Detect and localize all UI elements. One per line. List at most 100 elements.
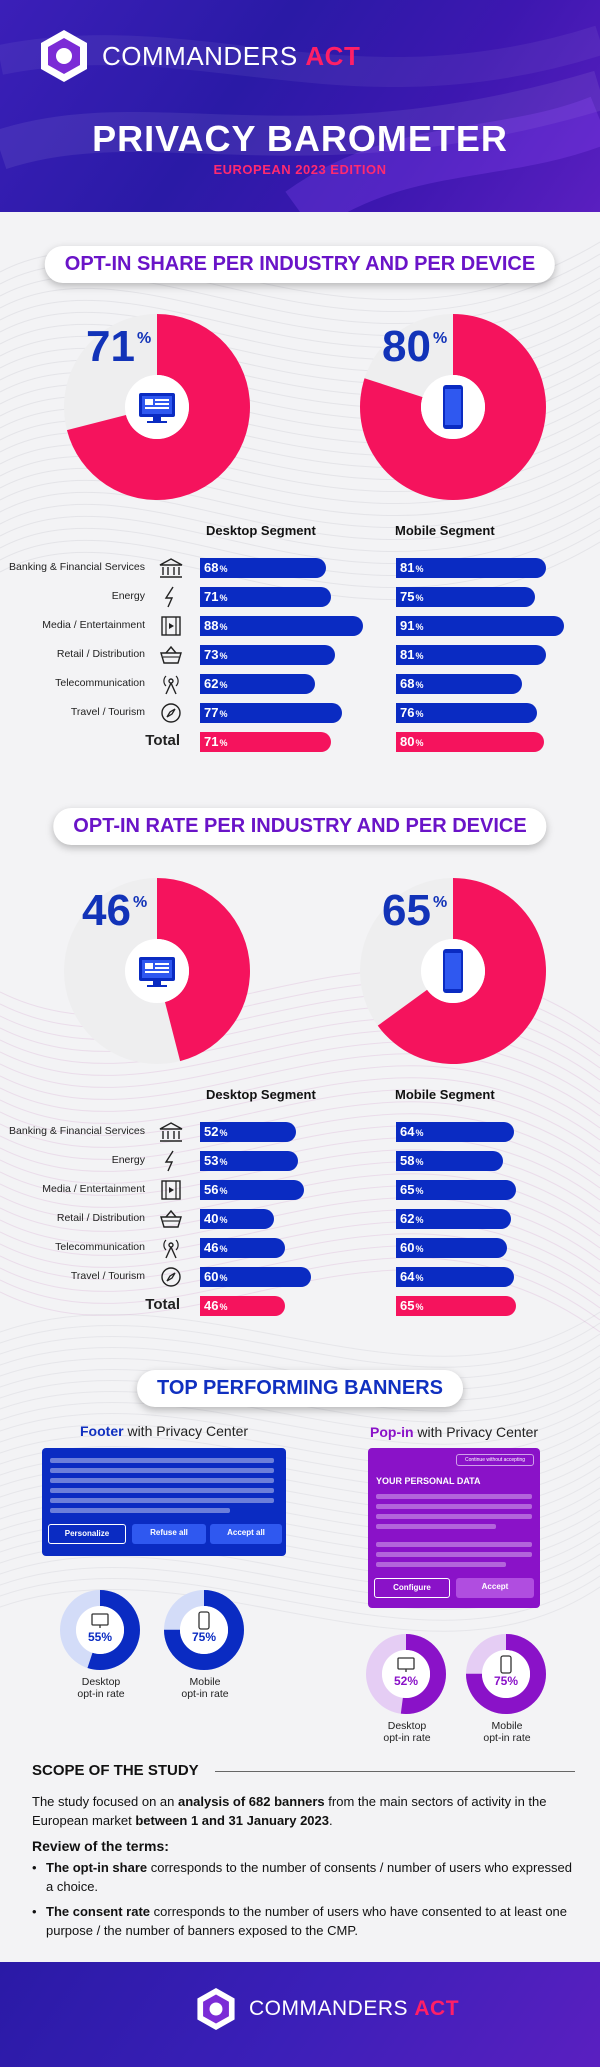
mobile-value-bar: 68% <box>396 674 522 694</box>
section-title-top-banners: TOP PERFORMING BANNERS <box>137 1370 463 1407</box>
mobile-value-bar: 81% <box>396 645 546 665</box>
basket-icon <box>160 645 182 664</box>
footer-desktop-rate-donut: 55% <box>60 1590 140 1670</box>
mini-donut-segment <box>366 1634 446 1714</box>
desktop-value-bar: 40% <box>200 1209 274 1229</box>
popin-mobile-rate-donut: 75% <box>466 1634 546 1714</box>
review-terms-title: Review of the terms: <box>32 1838 169 1854</box>
industry-label: Energy <box>111 590 145 602</box>
mobile-value-bar: 60% <box>396 1238 507 1258</box>
desktop-value-bar: 62% <box>200 674 315 694</box>
mobile-value-bar: 81% <box>396 558 546 578</box>
desktop-value-bar: 68% <box>200 558 326 578</box>
mobile-value-bar: 58% <box>396 1151 503 1171</box>
industry-label: Travel / Tourism <box>70 1270 145 1282</box>
desktop-value-bar: 77% <box>200 703 342 723</box>
total-row: Total 71% 80% <box>0 731 600 753</box>
mock-text-line <box>376 1494 532 1499</box>
popin-heading: YOUR PERSONAL DATA <box>376 1476 481 1486</box>
refuse-all-button[interactable]: Refuse all <box>132 1524 206 1544</box>
table-row: Retail / Distribution 40% 62% <box>0 1208 600 1230</box>
mini-donut-value: 75% <box>494 1674 518 1688</box>
mobile-phone-icon <box>443 385 463 429</box>
continue-without-accepting-button[interactable]: Continue without accepting <box>456 1454 534 1466</box>
antenna-icon <box>163 1239 179 1259</box>
mini-donut-segment <box>164 1590 244 1670</box>
desktop-total-bar: 71% <box>200 732 331 752</box>
mobile-value-bar: 65% <box>396 1180 516 1200</box>
configure-button[interactable]: Configure <box>374 1578 450 1598</box>
desktop-value-bar: 60% <box>200 1267 311 1287</box>
mock-text-line <box>50 1498 274 1503</box>
basket-icon <box>160 1209 182 1228</box>
lightning-icon <box>164 586 174 608</box>
donut-segment <box>377 878 546 1064</box>
desktop-value-bar: 56% <box>200 1180 304 1200</box>
desktop-icon <box>139 957 175 987</box>
desktop-rate-donut <box>64 878 250 1064</box>
mini-donut-value: 52% <box>394 1674 418 1688</box>
accept-all-button[interactable]: Accept all <box>210 1524 282 1544</box>
table-row: Media / Entertainment 88% 91% <box>0 615 600 637</box>
compass-icon <box>161 1267 181 1287</box>
popin-desktop-caption: Desktop opt-in rate <box>383 1720 431 1744</box>
film-icon <box>161 1180 181 1200</box>
industry-label: Retail / Distribution <box>56 648 145 660</box>
header-banner: COMMANDERS ACT PRIVACY BAROMETER EUROPEA… <box>0 0 600 212</box>
mobile-rate-value: 65% <box>382 886 448 935</box>
desktop-segment-header: Desktop Segment <box>206 523 316 538</box>
total-label: Total <box>145 1296 180 1313</box>
mobile-phone-icon <box>443 949 463 993</box>
scope-paragraph: The study focused on an analysis of 682 … <box>32 1794 547 1828</box>
table-row: Banking & Financial Services 68% 81% <box>0 557 600 579</box>
film-icon <box>161 616 181 636</box>
page-title: PRIVACY BAROMETER <box>92 118 508 159</box>
popin-mobile-caption: Mobile opt-in rate <box>483 1720 531 1744</box>
popin-banner-title: Pop-in with Privacy Center <box>370 1424 539 1440</box>
industry-label: Telecommunication <box>55 1241 145 1253</box>
mock-text-line <box>376 1552 532 1557</box>
section-title-opt-in-share: OPT-IN SHARE PER INDUSTRY AND PER DEVICE <box>44 246 556 283</box>
mini-donut-segment <box>466 1634 546 1714</box>
header-logo: COMMANDERS ACT <box>38 28 360 84</box>
footer-banner-mockup: Personalize Refuse all Accept all <box>42 1448 286 1556</box>
industry-label: Media / Entertainment <box>42 1183 145 1195</box>
table-row: Energy 71% 75% <box>0 586 600 608</box>
mobile-value-bar: 75% <box>396 587 535 607</box>
mock-text-line <box>376 1524 496 1529</box>
footer-logo: COMMANDERS ACT <box>195 1986 459 2032</box>
accept-button[interactable]: Accept <box>456 1578 534 1598</box>
industry-label: Travel / Tourism <box>70 706 145 718</box>
footer-desktop-caption: Desktop opt-in rate <box>77 1676 125 1700</box>
mobile-value-bar: 91% <box>396 616 564 636</box>
footer-banner-title: Footer with Privacy Center <box>80 1423 249 1439</box>
table-row: Telecommunication 62% 68% <box>0 673 600 695</box>
mock-text-line <box>376 1542 532 1547</box>
mobile-share-donut <box>360 314 546 500</box>
popin-desktop-rate-donut: 52% <box>366 1634 446 1714</box>
personalize-button[interactable]: Personalize <box>48 1524 126 1544</box>
mobile-value-bar: 76% <box>396 703 537 723</box>
mobile-value-bar: 62% <box>396 1209 511 1229</box>
bank-icon <box>159 1122 183 1142</box>
desktop-value-bar: 88% <box>200 616 363 636</box>
desktop-rate-value: 46% <box>82 886 148 935</box>
mock-text-line <box>50 1458 274 1463</box>
mini-donut-value: 75% <box>192 1630 216 1644</box>
hexagon-logo-icon <box>41 30 87 82</box>
scope-title: SCOPE OF THE STUDY <box>32 1762 199 1779</box>
desktop-outline-icon <box>397 1657 415 1672</box>
mini-donut-value: 55% <box>88 1630 112 1644</box>
desktop-value-bar: 73% <box>200 645 335 665</box>
phone-outline-icon <box>198 1611 210 1630</box>
compass-icon <box>161 703 181 723</box>
consent-rate-definition: The consent rate corresponds to the numb… <box>32 1902 580 1940</box>
brand-name: COMMANDERS ACT <box>102 40 361 71</box>
industry-label: Energy <box>111 1154 145 1166</box>
opt-in-share-definition: The opt-in share corresponds to the numb… <box>32 1858 580 1896</box>
footer-mobile-rate-donut: 75% <box>164 1590 244 1670</box>
mobile-segment-header: Mobile Segment <box>395 523 495 538</box>
table-row: Energy 53% 58% <box>0 1150 600 1172</box>
table-row: Retail / Distribution 73% 81% <box>0 644 600 666</box>
desktop-value-bar: 52% <box>200 1122 296 1142</box>
